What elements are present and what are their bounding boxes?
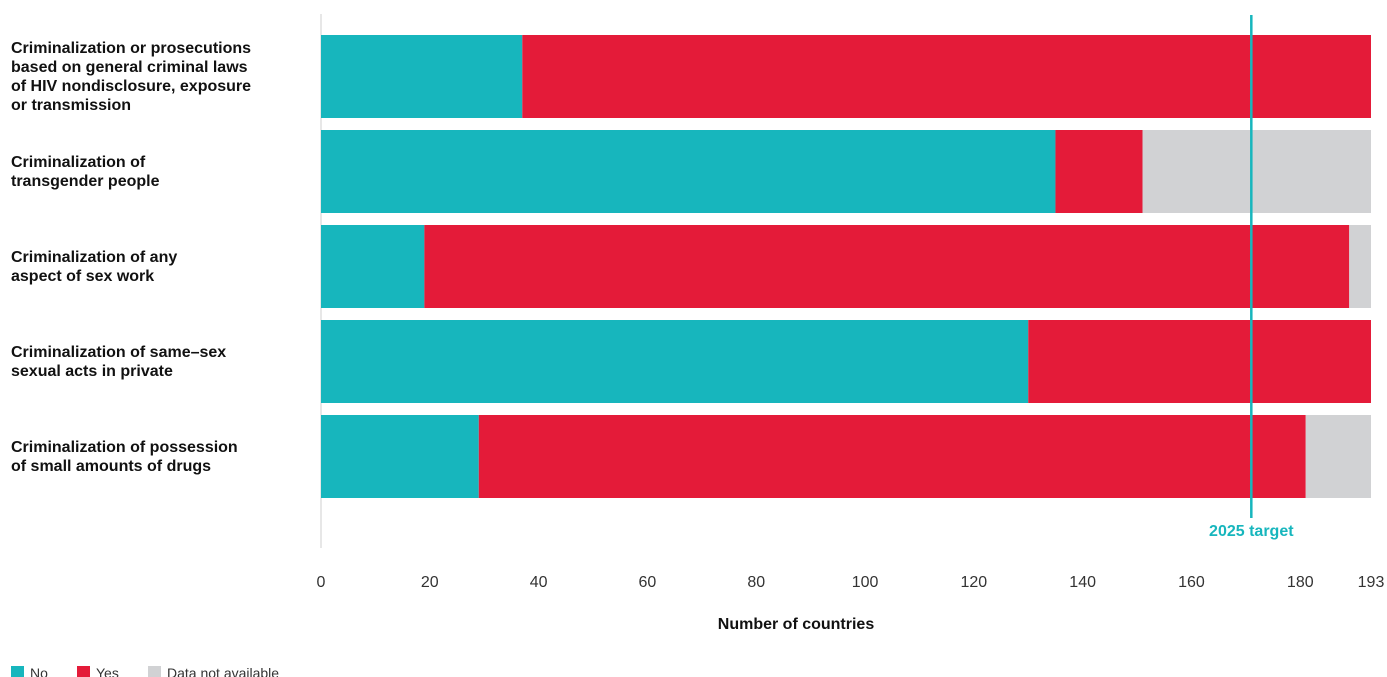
category-labels: Criminalization or prosecutions based on …: [11, 40, 251, 475]
target-line-group: 2025 target: [1209, 15, 1294, 540]
x-tick-label: 100: [852, 574, 879, 591]
x-tick-label: 80: [747, 574, 765, 591]
category-label-line: or transmission: [11, 97, 131, 114]
category-label-1: Criminalization or prosecutions based on …: [11, 40, 251, 114]
x-axis-title: Number of countries: [718, 616, 875, 633]
category-label-line: based on general criminal laws: [11, 59, 248, 76]
category-label-5: Criminalization of possession of small am…: [11, 439, 238, 475]
legend-swatch-no: [11, 666, 24, 677]
bar-no-3: [321, 225, 425, 308]
bar-data-not-available-5: [1305, 415, 1371, 498]
x-tick-label: 60: [639, 574, 657, 591]
category-label-line: Criminalization of any: [11, 249, 177, 266]
x-tick-label: 120: [960, 574, 987, 591]
bar-no-5: [321, 415, 479, 498]
category-label-2: Criminalization of transgender people: [11, 154, 160, 190]
category-label-4: Criminalization of same–sex sexual acts i…: [11, 344, 226, 380]
x-tick-label: 0: [317, 574, 326, 591]
bars: [321, 35, 1371, 498]
legend-swatch-yes: [77, 666, 90, 677]
x-tick-label: 40: [530, 574, 548, 591]
legend-label-yes: Yes: [96, 665, 119, 677]
legend-label-no: No: [30, 665, 48, 677]
bar-no-4: [321, 320, 1029, 403]
legend-label-data-not-available: Data not available: [167, 665, 279, 677]
category-label-line: of small amounts of drugs: [11, 458, 211, 475]
x-tick-label: 160: [1178, 574, 1205, 591]
x-axis-ticks: 0 20 40 60 80 100 120 140 160 180 193: [317, 574, 1385, 591]
bar-data-not-available-3: [1349, 225, 1371, 308]
x-tick-label: 193: [1358, 574, 1385, 591]
category-label-line: Criminalization of same–sex: [11, 344, 226, 361]
category-label-line: Criminalization of possession: [11, 439, 238, 456]
x-tick-label: 20: [421, 574, 439, 591]
bar-no-1: [321, 35, 523, 118]
bar-yes-5: [478, 415, 1306, 498]
bar-yes-1: [522, 35, 1371, 118]
target-label: 2025 target: [1209, 523, 1294, 540]
x-tick-label: 140: [1069, 574, 1096, 591]
bar-yes-4: [1028, 320, 1371, 403]
legend: No Yes Data not available: [11, 665, 279, 677]
category-label-line: Criminalization or prosecutions: [11, 40, 251, 57]
category-label-line: aspect of sex work: [11, 268, 154, 285]
legend-swatch-data-not-available: [148, 666, 161, 677]
category-label-line: of HIV nondisclosure, exposure: [11, 78, 251, 95]
category-label-line: Criminalization of: [11, 154, 146, 171]
bar-yes-2: [1055, 130, 1143, 213]
x-tick-label: 180: [1287, 574, 1314, 591]
category-label-line: sexual acts in private: [11, 363, 173, 380]
category-label-line: transgender people: [11, 173, 160, 190]
bar-yes-3: [424, 225, 1350, 308]
category-label-3: Criminalization of any aspect of sex work: [11, 249, 177, 285]
bar-no-2: [321, 130, 1056, 213]
bar-data-not-available-2: [1142, 130, 1371, 213]
